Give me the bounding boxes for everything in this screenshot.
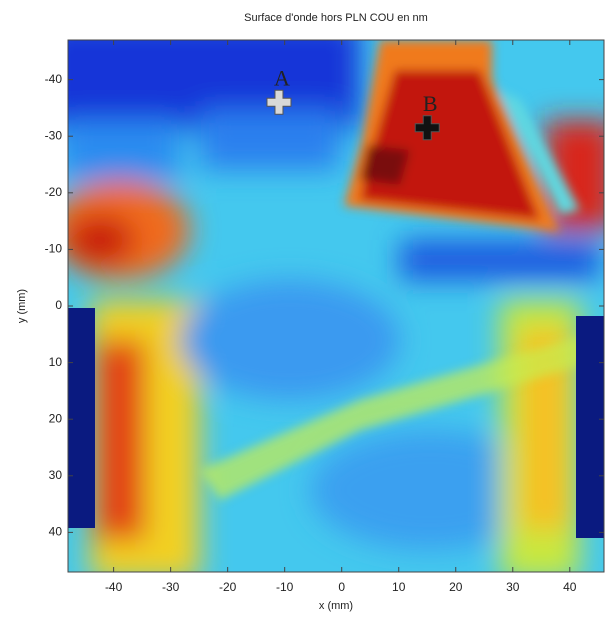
chart-title: Surface d'onde hors PLN COU en nm	[244, 12, 428, 24]
x-tick-label: 10	[392, 580, 406, 594]
surface-image	[68, 40, 604, 572]
y-axis-label: y (mm)	[16, 289, 28, 323]
x-tick-label: 40	[563, 580, 577, 594]
cross	[414, 115, 440, 141]
y-tick-label: -10	[45, 242, 63, 256]
y-tick-label: 10	[49, 355, 63, 369]
x-tick-label: -40	[105, 580, 123, 594]
y-tick-label: 0	[55, 298, 62, 312]
y-tick-label: 40	[49, 525, 63, 539]
y-tick-label: -20	[45, 185, 63, 199]
masked-region	[68, 308, 95, 528]
y-tick-label: -30	[45, 128, 63, 142]
y-tick-label: 30	[49, 468, 63, 482]
point-marker	[414, 115, 440, 141]
x-tick-label: 20	[449, 580, 463, 594]
x-tick-label: -20	[219, 580, 237, 594]
y-tick-label: -40	[45, 72, 63, 86]
x-axis-label: x (mm)	[319, 600, 353, 612]
x-tick-label: 0	[338, 580, 345, 594]
masked-region	[576, 316, 604, 538]
cross	[266, 89, 292, 115]
marker-label: B	[423, 91, 438, 116]
point-marker	[266, 89, 292, 115]
x-tick-label: -10	[276, 580, 294, 594]
x-tick-label: 30	[506, 580, 520, 594]
y-tick-label: 20	[49, 411, 63, 425]
x-tick-label: -30	[162, 580, 180, 594]
marker-label: A	[274, 65, 290, 90]
